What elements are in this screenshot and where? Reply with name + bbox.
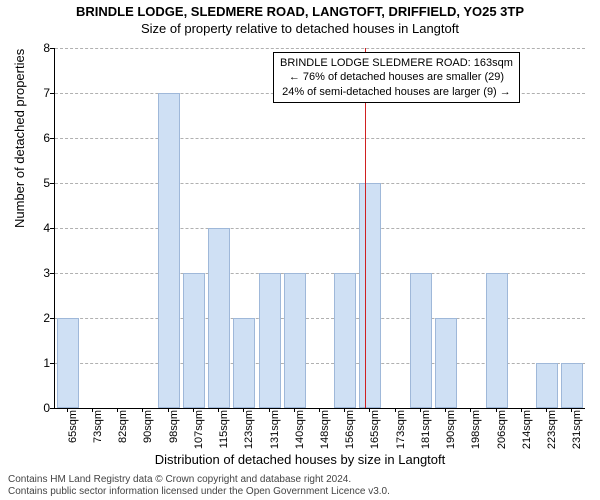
y-axis-label: Number of detached properties (12, 49, 27, 228)
gridline (55, 183, 585, 184)
y-tick-label: 5 (30, 176, 50, 190)
callout-line3: 24% of semi-detached houses are larger (… (280, 85, 513, 99)
bar (536, 363, 558, 408)
x-tick-label: 156sqm (344, 410, 356, 452)
x-tick-label: 198sqm (470, 410, 482, 452)
y-tick-label: 3 (30, 266, 50, 280)
chart-title: BRINDLE LODGE, SLEDMERE ROAD, LANGTOFT, … (0, 0, 600, 19)
y-tick-label: 1 (30, 356, 50, 370)
x-tick-label: 231sqm (571, 410, 583, 452)
chart-container: BRINDLE LODGE, SLEDMERE ROAD, LANGTOFT, … (0, 0, 600, 500)
y-tick-label: 0 (30, 401, 50, 415)
footer-line1: Contains HM Land Registry data © Crown c… (8, 474, 390, 486)
plot-area: BRINDLE LODGE SLEDMERE ROAD: 163sqm ← 76… (54, 48, 585, 409)
gridline (55, 228, 585, 229)
x-tick-label: 165sqm (369, 410, 381, 452)
x-axis-label: Distribution of detached houses by size … (0, 452, 600, 467)
bar (284, 273, 306, 408)
bar (208, 228, 230, 408)
y-tick-label: 8 (30, 41, 50, 55)
callout-box: BRINDLE LODGE SLEDMERE ROAD: 163sqm ← 76… (273, 52, 520, 103)
chart-subtitle: Size of property relative to detached ho… (0, 19, 600, 36)
x-tick-label: 214sqm (521, 410, 533, 452)
bar (410, 273, 432, 408)
x-tick-label: 90sqm (142, 410, 154, 452)
x-tick-label: 206sqm (496, 410, 508, 452)
bar (334, 273, 356, 408)
bar (259, 273, 281, 408)
callout-line1: BRINDLE LODGE SLEDMERE ROAD: 163sqm (280, 56, 513, 70)
x-tick-label: 107sqm (193, 410, 205, 452)
x-tick-label: 73sqm (92, 410, 104, 452)
y-tick-label: 4 (30, 221, 50, 235)
footer-line2: Contains public sector information licen… (8, 486, 390, 498)
x-tick-label: 123sqm (243, 410, 255, 452)
bar (158, 93, 180, 408)
gridline (55, 138, 585, 139)
x-tick-label: 82sqm (117, 410, 129, 452)
x-tick-label: 223sqm (546, 410, 558, 452)
x-tick-label: 98sqm (168, 410, 180, 452)
x-tick-label: 173sqm (395, 410, 407, 452)
x-tick-label: 131sqm (269, 410, 281, 452)
x-tick-label: 148sqm (319, 410, 331, 452)
bar (233, 318, 255, 408)
footer-text: Contains HM Land Registry data © Crown c… (8, 474, 390, 498)
bar (486, 273, 508, 408)
bar (183, 273, 205, 408)
y-tick-label: 2 (30, 311, 50, 325)
y-tick-label: 6 (30, 131, 50, 145)
y-tick-label: 7 (30, 86, 50, 100)
x-tick-label: 181sqm (420, 410, 432, 452)
x-tick-label: 65sqm (67, 410, 79, 452)
bar (561, 363, 583, 408)
bar (57, 318, 79, 408)
x-tick-label: 190sqm (445, 410, 457, 452)
bar (359, 183, 381, 408)
gridline (55, 48, 585, 49)
x-tick-label: 140sqm (294, 410, 306, 452)
bar (435, 318, 457, 408)
x-tick-label: 115sqm (218, 410, 230, 452)
callout-line2: ← 76% of detached houses are smaller (29… (280, 70, 513, 84)
